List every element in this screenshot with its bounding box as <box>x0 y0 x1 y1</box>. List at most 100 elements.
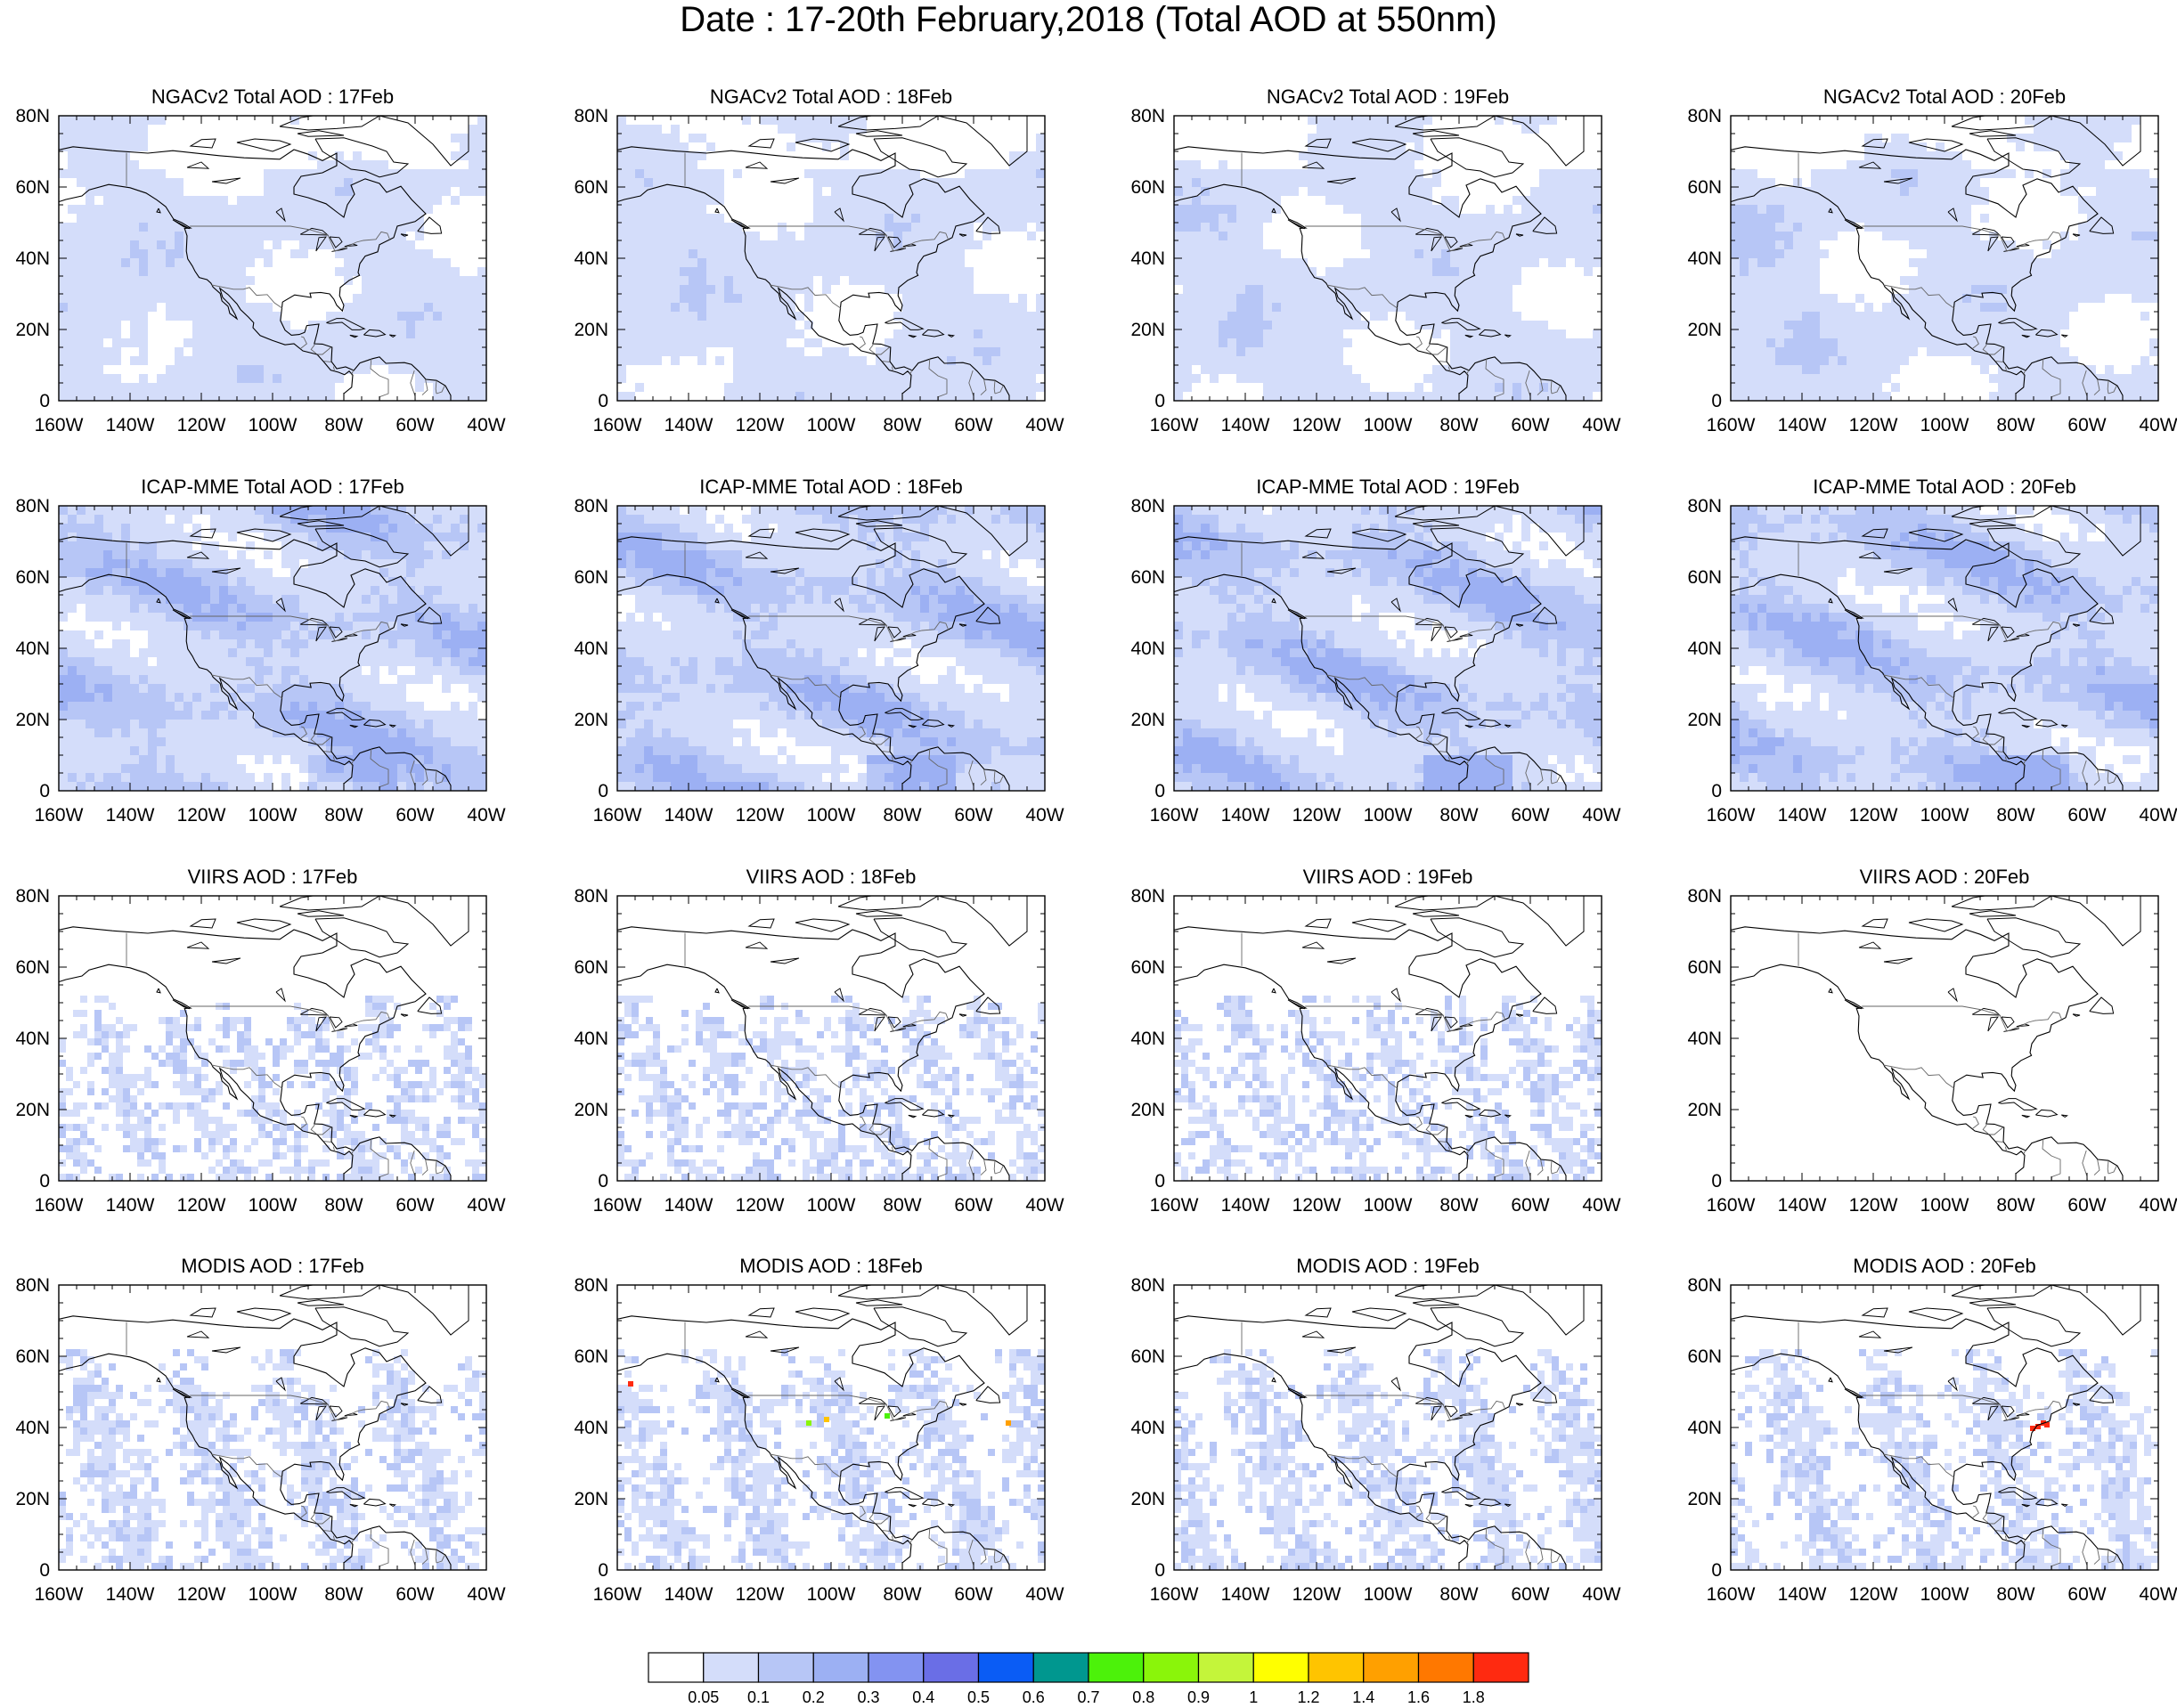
lake-outline <box>745 551 769 559</box>
island-outline <box>1969 1299 2017 1306</box>
country-border <box>1447 366 1451 371</box>
country-border <box>1883 674 1955 699</box>
island-outline <box>297 910 345 917</box>
axis-ticks <box>1173 115 1602 402</box>
y-tick-label: 20N <box>1687 1100 1722 1120</box>
x-tick-label: 80W <box>1996 805 2034 826</box>
panel-title: ICAP-MME Total AOD : 19Feb <box>1256 476 1519 498</box>
colorbar-label: 0.7 <box>1077 1688 1099 1706</box>
y-tick-label: 40N <box>1687 1029 1722 1049</box>
aod-field <box>617 506 1045 791</box>
country-border <box>2022 760 2026 766</box>
island-outline <box>947 1503 955 1507</box>
y-tick-label: 40N <box>15 1029 50 1049</box>
country-border <box>332 366 336 371</box>
lake-outline <box>902 633 917 638</box>
x-tick-label: 160W <box>1150 805 1199 826</box>
country-border <box>2082 760 2088 791</box>
country-border <box>1862 1005 2063 1032</box>
island-outline <box>958 1013 967 1017</box>
lake-outline <box>887 1405 901 1418</box>
country-border <box>1550 1160 1553 1175</box>
island-outline <box>1304 138 1332 149</box>
island-outline <box>1412 910 1460 917</box>
country-border <box>190 1005 391 1032</box>
island-outline <box>873 1306 968 1347</box>
lake-outline <box>1459 633 1473 638</box>
lake-outline <box>1390 598 1401 613</box>
island-outline <box>922 719 945 728</box>
x-tick-label: 140W <box>1221 1195 1270 1216</box>
island-outline <box>837 1285 939 1300</box>
y-tick-label: 60N <box>15 567 50 588</box>
country-border <box>1883 1453 1955 1478</box>
country-border <box>1982 344 1989 354</box>
island-outline <box>1969 520 2017 527</box>
y-tick-label: 80N <box>574 1275 608 1296</box>
island-outline <box>1351 918 1407 932</box>
country-border <box>1465 370 1470 376</box>
country-border <box>2082 370 2088 401</box>
country-border <box>310 734 317 744</box>
y-tick-label: 40N <box>574 248 608 269</box>
country-border <box>1995 1530 2003 1532</box>
y-tick-label: 20N <box>15 1489 50 1509</box>
island-outline <box>922 329 945 338</box>
lake-outline <box>874 1405 885 1421</box>
aod-cells-level-1 <box>1731 1349 2158 1570</box>
lake-outline <box>1987 1405 1999 1421</box>
country-border <box>350 1150 355 1156</box>
country-border <box>1550 770 1553 785</box>
colorbar-swatch <box>1252 1652 1309 1683</box>
panel-title: NGACv2 Total AOD : 20Feb <box>1823 85 2066 108</box>
island-outline <box>1951 896 2052 911</box>
island-outline <box>279 506 380 521</box>
country-border <box>211 1453 283 1478</box>
colorbar-label: 0.5 <box>967 1688 990 1706</box>
y-tick-label: 0 <box>1154 391 1165 411</box>
aod-cells-level-3 <box>617 533 1045 791</box>
lake-outline <box>1987 236 1999 252</box>
lake-outline <box>887 236 901 248</box>
x-tick-label: 60W <box>1511 1195 1549 1216</box>
country-border <box>980 769 987 785</box>
y-tick-label: 0 <box>598 391 608 411</box>
axis-ticks <box>616 895 1046 1182</box>
axis-ticks <box>616 1284 1046 1571</box>
country-border <box>2108 1555 2117 1564</box>
y-tick-label: 80N <box>574 106 608 126</box>
island-outline <box>236 138 292 152</box>
aod-field <box>1731 896 2158 1181</box>
y-tick-label: 80N <box>1687 1275 1722 1296</box>
aod-cells-level-3 <box>1731 524 2158 791</box>
country-border <box>350 370 355 376</box>
lake-outline <box>1883 957 1913 964</box>
lake-outline <box>299 1007 330 1016</box>
x-tick-label: 40W <box>1025 415 1064 435</box>
y-tick-label: 60N <box>15 957 50 978</box>
x-tick-label: 80W <box>324 415 363 435</box>
figure-title: Date : 17-20th February,2018 (Total AOD … <box>680 0 1497 39</box>
x-tick-label: 60W <box>395 1195 434 1216</box>
colorbar-swatch <box>1308 1652 1365 1683</box>
y-tick-label: 60N <box>1130 567 1165 588</box>
x-tick-label: 100W <box>807 1584 856 1605</box>
country-border <box>868 734 876 744</box>
x-tick-label: 140W <box>1221 1584 1270 1605</box>
y-tick-label: 0 <box>598 781 608 801</box>
island-outline <box>2089 216 2115 234</box>
map-panel-viirs-17feb: 160W 140W 120W 100W 80W 60W 40W 0 20N 40N 60N 80N VI… <box>15 866 505 1216</box>
x-tick-label: 120W <box>1849 1195 1898 1216</box>
x-tick-label: 160W <box>35 1195 84 1216</box>
country-border <box>1415 1505 1423 1518</box>
y-tick-label: 80N <box>574 886 608 907</box>
aod-field <box>59 896 486 1181</box>
lake-outline <box>834 988 844 1003</box>
island-outline <box>1351 138 1407 152</box>
y-tick-label: 0 <box>39 1560 50 1581</box>
x-tick-label: 40W <box>1025 1584 1064 1605</box>
lake-outline <box>329 236 343 248</box>
country-border <box>2082 1150 2088 1181</box>
lake-outline <box>770 1346 800 1354</box>
y-tick-label: 60N <box>15 177 50 198</box>
